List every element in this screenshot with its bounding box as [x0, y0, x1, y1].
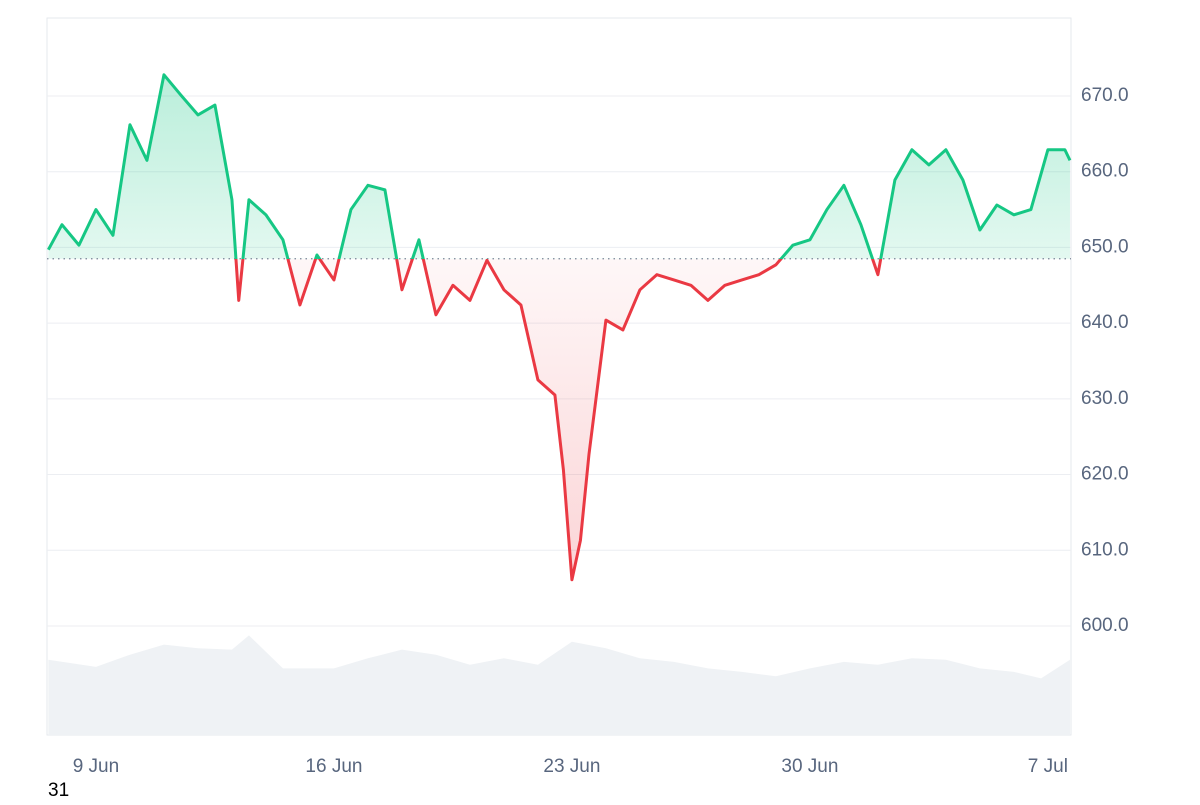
annotation: 31 — [48, 780, 69, 800]
x-tick-label: 9 Jun — [73, 756, 119, 777]
x-tick-label: 16 Jun — [305, 756, 362, 777]
x-tick-label: 7 Jul — [1028, 756, 1068, 777]
price-area — [48, 74, 1070, 580]
y-tick-label: 640.0 — [1081, 312, 1129, 333]
y-tick-label: 670.0 — [1081, 85, 1129, 106]
x-tick-label: 23 Jun — [543, 756, 600, 777]
y-tick-label: 620.0 — [1081, 464, 1129, 485]
y-tick-label: 610.0 — [1081, 539, 1129, 560]
y-tick-label: 600.0 — [1081, 615, 1129, 636]
y-tick-label: 650.0 — [1081, 236, 1129, 257]
y-tick-label: 660.0 — [1081, 161, 1129, 182]
y-tick-label: 630.0 — [1081, 388, 1129, 409]
volume-area — [48, 635, 1070, 735]
price-line — [47, 73, 1072, 582]
x-tick-label: 30 Jun — [781, 756, 838, 777]
